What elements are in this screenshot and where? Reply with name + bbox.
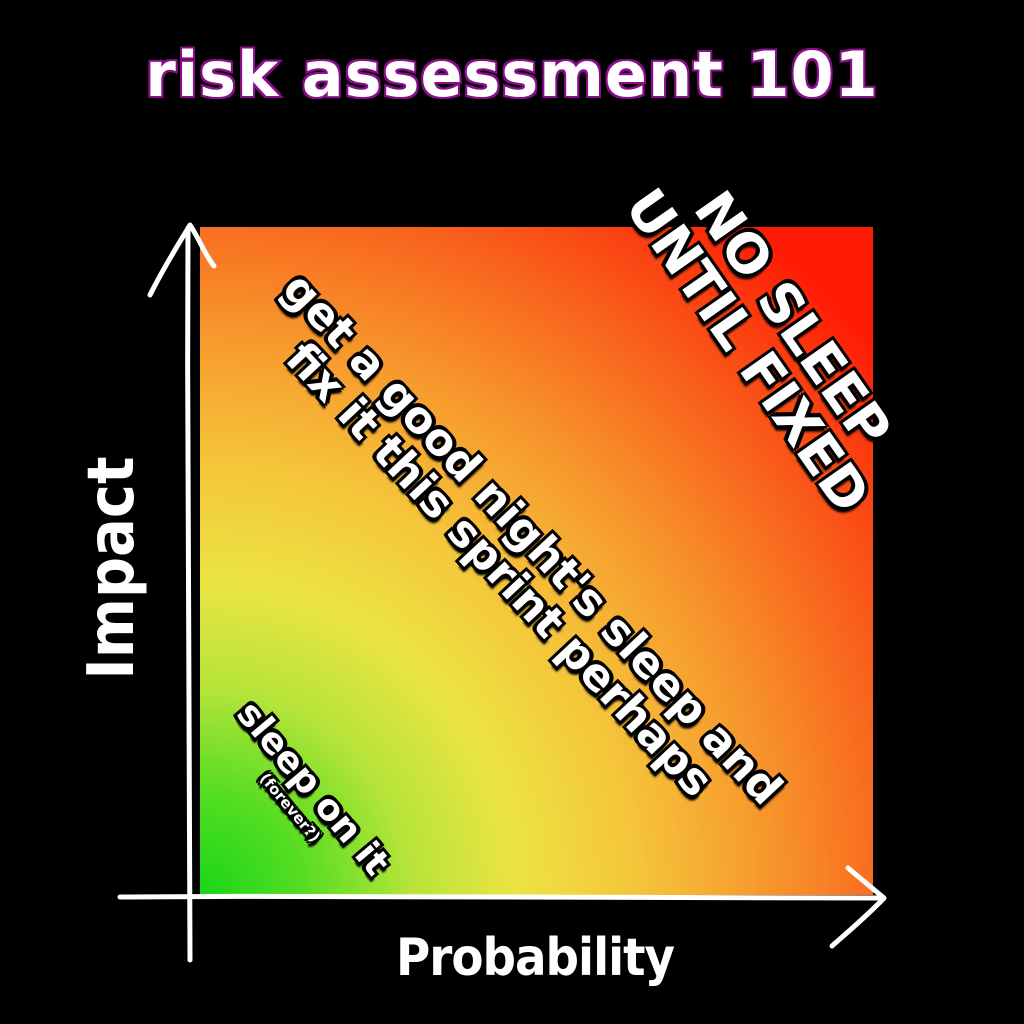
page-title: risk assessment 101	[143, 36, 879, 113]
y-axis-line	[185, 225, 193, 963]
risk-gradient-area	[200, 227, 873, 895]
x-axis-line	[117, 893, 883, 901]
y-axis-label: Impact	[75, 456, 149, 680]
x-axis-arrowhead	[829, 865, 887, 949]
y-axis-arrowhead	[147, 222, 217, 298]
x-axis-label: Probability	[396, 928, 675, 988]
